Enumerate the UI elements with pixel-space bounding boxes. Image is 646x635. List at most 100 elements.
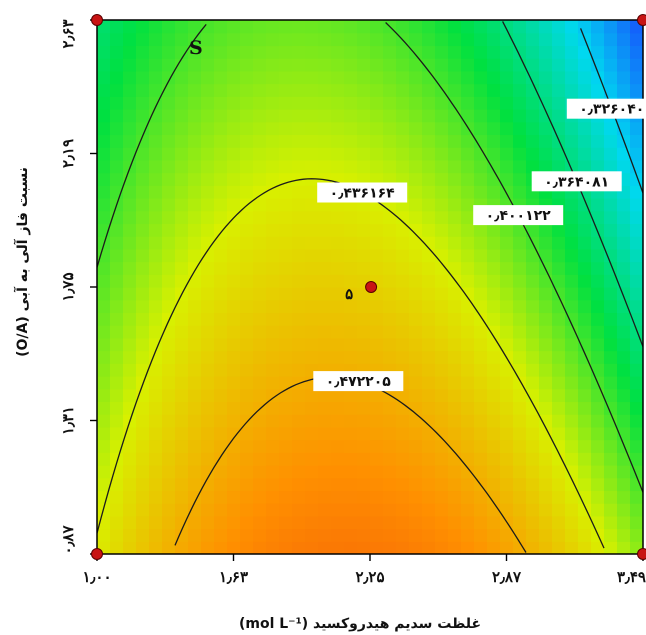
heat-cell	[175, 32, 189, 47]
heat-cell	[123, 337, 137, 352]
heat-cell	[110, 287, 124, 301]
heat-cell	[604, 223, 618, 237]
heat-cell	[500, 45, 514, 59]
heat-cell	[110, 312, 124, 326]
heat-cell	[214, 363, 228, 377]
heat-cell	[461, 236, 475, 250]
heat-cell	[539, 134, 553, 148]
heat-cell	[422, 83, 436, 97]
heat-cell	[461, 299, 475, 314]
heat-cell	[175, 312, 189, 326]
heat-cell	[357, 121, 371, 136]
heat-cell	[422, 465, 436, 479]
heat-cell	[591, 147, 605, 161]
heat-cell	[617, 414, 631, 428]
heat-cell	[136, 503, 150, 517]
heat-cell	[461, 452, 475, 466]
heat-cell	[240, 58, 254, 72]
heat-cell	[201, 312, 215, 326]
heat-cell	[253, 96, 267, 110]
heat-cell	[279, 414, 293, 428]
heat-cell	[136, 337, 150, 352]
heat-cell	[474, 414, 488, 428]
heat-cell	[461, 70, 475, 85]
heat-cell	[383, 261, 397, 275]
heat-cell	[266, 236, 280, 250]
heat-cell	[474, 261, 488, 275]
heat-cell	[422, 109, 436, 123]
heat-cell	[422, 299, 436, 314]
heat-cell	[214, 210, 228, 225]
heat-cell	[396, 261, 410, 275]
heat-cell	[305, 401, 319, 415]
heat-cell	[461, 350, 475, 364]
heat-cell	[396, 147, 410, 161]
heat-cell	[97, 261, 111, 275]
heat-cell	[565, 515, 579, 530]
heat-cell	[149, 83, 163, 97]
heat-cell	[461, 198, 475, 212]
heat-cell	[500, 337, 514, 352]
heat-cell	[604, 58, 618, 72]
heat-cell	[500, 236, 514, 250]
heat-cell	[539, 503, 553, 517]
heat-cell	[422, 32, 436, 47]
heat-cell	[292, 96, 306, 110]
heat-cell	[188, 541, 202, 554]
heat-cell	[110, 299, 124, 314]
heat-cell	[409, 414, 423, 428]
heat-cell	[409, 58, 423, 72]
contour-label: ۰٫۳۶۴۰۸۱	[544, 174, 609, 190]
heat-cell	[487, 477, 501, 492]
heat-cell	[526, 515, 540, 530]
contour-label: ۰٫۴۰۰۱۲۲	[486, 208, 551, 224]
heat-cell	[422, 337, 436, 352]
heat-cell	[370, 439, 384, 453]
heat-cell	[487, 248, 501, 263]
heat-cell	[110, 248, 124, 263]
heat-cell	[162, 426, 176, 441]
heat-cell	[526, 337, 540, 352]
heat-cell	[474, 236, 488, 250]
heat-cell	[162, 147, 176, 161]
heat-cell	[318, 96, 332, 110]
heat-cell	[552, 274, 566, 288]
heat-cell	[409, 20, 423, 34]
heat-cell	[110, 134, 124, 148]
heat-cell	[617, 452, 631, 466]
heat-cell	[253, 248, 267, 263]
heat-cell	[604, 287, 618, 301]
heat-cell	[279, 388, 293, 403]
heat-cell	[149, 528, 163, 542]
x-axis: ۱٫۰۰ ۱٫۶۳ ۲٫۲۵ ۲٫۸۷ ۳٫۴۹	[82, 554, 646, 586]
heat-cell	[97, 376, 111, 390]
heat-cell	[357, 541, 371, 554]
heat-cell	[279, 503, 293, 517]
heat-cell	[383, 490, 397, 504]
heat-cell	[175, 363, 189, 377]
heat-cell	[604, 147, 618, 161]
heat-cell	[266, 159, 280, 174]
heat-cell	[396, 96, 410, 110]
heat-cell	[292, 312, 306, 326]
heat-cell	[175, 439, 189, 453]
heat-cell	[448, 350, 462, 364]
heat-cell	[474, 503, 488, 517]
heat-cell	[97, 363, 111, 377]
heat-cell	[383, 223, 397, 237]
heat-cell	[97, 185, 111, 199]
heat-cell	[162, 236, 176, 250]
heat-cell	[539, 299, 553, 314]
heat-cell	[591, 287, 605, 301]
heat-cell	[162, 541, 176, 554]
heat-cell	[513, 490, 527, 504]
y-tick-label: ۲٫۱۹	[59, 139, 77, 168]
heat-cell	[526, 109, 540, 123]
heat-cell	[175, 274, 189, 288]
heat-cell	[318, 490, 332, 504]
heat-cell	[136, 172, 150, 186]
heat-cell	[461, 388, 475, 403]
heat-cell	[331, 287, 345, 301]
heat-cell	[266, 439, 280, 453]
heat-cell	[370, 134, 384, 148]
